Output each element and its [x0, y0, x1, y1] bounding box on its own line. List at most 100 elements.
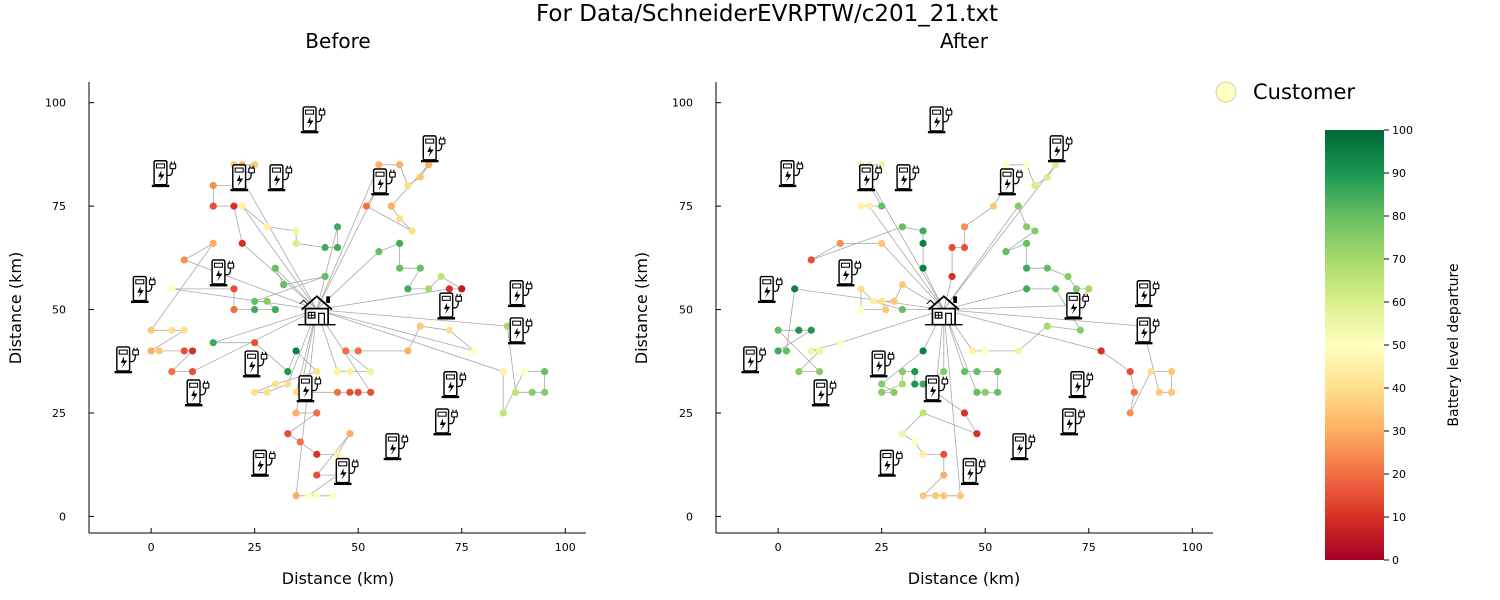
customer-point — [346, 368, 354, 376]
customer-point — [404, 285, 412, 293]
x-tick-label: 25 — [248, 541, 262, 554]
customer-point — [919, 450, 927, 458]
charging-station-icon — [251, 449, 276, 478]
customer-point — [890, 297, 898, 305]
customer-point — [1126, 368, 1134, 376]
customer-point — [774, 326, 782, 334]
customer-point — [1130, 388, 1138, 396]
charging-station-icon — [420, 135, 446, 164]
customer-point — [1167, 368, 1176, 376]
colorbar-label: Battery level departure — [1446, 263, 1462, 426]
customer-point — [396, 214, 404, 223]
panel-after-x-label: Distance (km) — [908, 569, 1020, 588]
customer-point — [292, 388, 300, 396]
charging-station-icon — [433, 408, 459, 437]
customer-point — [1023, 223, 1031, 231]
customer-point — [425, 161, 433, 169]
customer-point — [284, 368, 292, 376]
customer-point — [989, 202, 998, 210]
customer-point — [263, 223, 271, 231]
customer-point — [994, 388, 1002, 396]
customer-point — [329, 492, 337, 500]
customer-point — [836, 239, 844, 247]
customer-point — [292, 409, 300, 417]
customer-point — [973, 368, 981, 376]
customer-point — [774, 347, 782, 355]
charging-station-icon — [1134, 317, 1160, 346]
customer-point — [354, 388, 362, 396]
customer-point — [1002, 161, 1010, 169]
customer-point — [180, 326, 188, 334]
customer-point — [857, 285, 865, 293]
customer-point — [1031, 181, 1039, 190]
x-tick-label: 75 — [455, 541, 469, 554]
customer-point — [230, 305, 238, 314]
y-tick-label: 0 — [59, 510, 66, 523]
customer-point — [940, 368, 948, 376]
customer-point — [1155, 388, 1163, 396]
charging-station-icon — [857, 164, 883, 192]
customer-point — [994, 368, 1002, 376]
customer-point — [445, 285, 453, 293]
customer-point — [271, 264, 279, 272]
customer-point — [292, 492, 300, 500]
customer-point — [458, 285, 466, 293]
customer-point — [238, 202, 246, 210]
customer-point — [540, 388, 549, 396]
x-tick-label: 100 — [1182, 541, 1203, 554]
customer-point — [791, 285, 799, 293]
customer-point — [155, 347, 164, 355]
customer-point — [960, 368, 969, 376]
customer-point — [948, 272, 956, 281]
charging-station-icon — [130, 275, 156, 304]
charging-station-icon — [441, 371, 467, 399]
customer-point — [499, 409, 507, 417]
customer-point — [960, 223, 969, 231]
customer-point — [292, 239, 300, 247]
legend: Customer — [1215, 80, 1355, 104]
customer-point — [263, 388, 271, 396]
customer-point — [437, 272, 445, 281]
customer-point — [209, 239, 217, 247]
route-line — [316, 164, 429, 310]
legend-customer-label: Customer — [1253, 80, 1355, 104]
customer-point — [836, 339, 844, 347]
customer-point — [940, 492, 948, 500]
customer-point — [878, 202, 886, 210]
charging-station-icon — [894, 164, 920, 192]
customer-point — [188, 347, 197, 355]
customer-point — [1072, 285, 1080, 293]
customer-point — [869, 297, 877, 305]
customer-point — [1097, 347, 1105, 355]
customer-point — [416, 322, 424, 330]
customer-point — [396, 161, 404, 169]
customer-point — [396, 264, 404, 272]
customer-point — [960, 409, 969, 417]
colorbar-ticks: 0 10 20 30 40 50 60 70 80 90 100 — [1384, 124, 1413, 567]
customer-point — [1014, 347, 1022, 355]
customer-point — [263, 297, 271, 305]
customer-point — [956, 492, 964, 500]
customer-point — [342, 347, 350, 355]
customer-point — [292, 227, 300, 235]
colorbar-tick-label: 70 — [1392, 253, 1406, 266]
charging-station-icon — [927, 106, 953, 135]
y-tick-label: 50 — [52, 304, 66, 317]
customer-point — [292, 347, 300, 355]
customer-point — [878, 161, 886, 169]
customer-point — [230, 285, 238, 293]
page-title: For Data/SchneiderEVRPTW/c201_21.txt — [536, 1, 998, 27]
customer-point — [878, 297, 886, 305]
customer-point — [981, 388, 989, 396]
customer-point — [857, 305, 865, 314]
customer-point — [251, 305, 259, 314]
panel-before-title: Before — [305, 29, 370, 53]
customer-point — [284, 430, 292, 438]
x-tick-label: 50 — [351, 541, 365, 554]
customer-point — [304, 492, 313, 500]
charging-station-icon — [184, 379, 210, 408]
x-tick-label: 50 — [978, 541, 992, 554]
customer-point — [499, 368, 507, 376]
customer-point — [313, 368, 321, 376]
